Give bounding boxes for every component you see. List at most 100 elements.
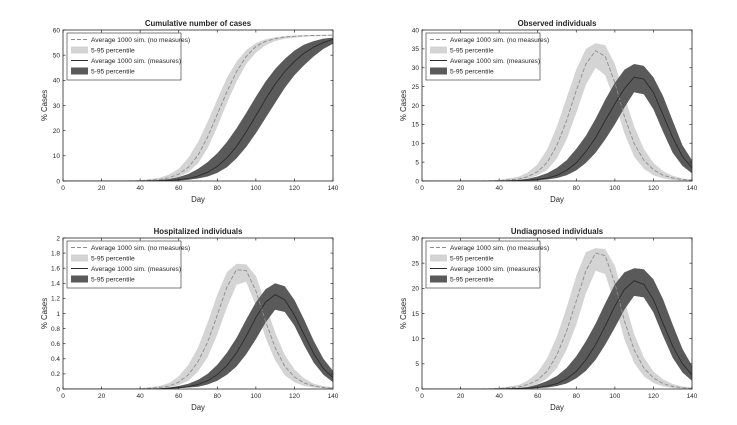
y-tick-label: 0: [56, 386, 60, 393]
x-tick-label: 120: [648, 393, 659, 400]
legend-label: 5-95 percentile: [450, 276, 494, 283]
x-tick-label: 0: [61, 185, 65, 192]
y-tick-label: 0.6: [51, 341, 60, 348]
x-tick-label: 20: [98, 393, 106, 400]
x-axis-label: Day: [550, 403, 564, 412]
line-average-measures: [63, 294, 333, 389]
legend-swatch-measures-band: [71, 67, 88, 75]
legend: Average 1000 sim. (no measures) 5-95 perc…: [66, 240, 190, 289]
x-tick-label: 20: [457, 185, 465, 192]
y-tick-label: 60: [53, 27, 61, 34]
x-tick-label: 20: [457, 393, 465, 400]
legend-label: 5-95 percentile: [91, 47, 135, 54]
y-tick-label: 0.8: [51, 326, 60, 333]
legend-label: Average 1000 sim. (no measures): [450, 37, 549, 44]
legend-box: [66, 240, 182, 289]
x-tick-label: 80: [573, 393, 581, 400]
legend: Average 1000 sim. (no measures) 5-95 perc…: [425, 240, 549, 289]
x-tick-label: 0: [420, 185, 424, 192]
line-average-measures: [422, 280, 692, 389]
chart-title: Undiagnosed individuals: [511, 227, 604, 236]
chart-panel-3: 0 20 40 60 80 100 120 140 0 0.2 0.4 0.6 0.8 1 1.2 1.4 1.…: [40, 227, 339, 412]
y-tick-label: 0.4: [51, 356, 60, 363]
line-average-measures: [63, 38, 333, 181]
legend-swatch-no-measures-band: [71, 46, 88, 54]
x-tick-label: 40: [137, 185, 145, 192]
band-no-measures: [422, 43, 692, 181]
legend-label: Average 1000 sim. (measures): [450, 58, 540, 65]
x-tick-label: 140: [687, 185, 698, 192]
x-axis-label: Day: [550, 195, 564, 204]
y-tick-label: 25: [412, 260, 420, 267]
legend-swatch-no-measures-band: [430, 46, 447, 54]
legend-swatch-no-measures-band: [430, 254, 447, 262]
y-tick-label: 25: [412, 84, 420, 91]
y-tick-label: 0: [415, 178, 419, 185]
x-tick-label: 120: [289, 393, 300, 400]
legend-swatch-measures-band: [71, 275, 88, 283]
x-tick-label: 60: [534, 185, 542, 192]
legend-label: Average 1000 sim. (measures): [450, 266, 540, 273]
legend: Average 1000 sim. (no measures) 5-95 perc…: [425, 32, 549, 81]
x-tick-label: 40: [496, 393, 504, 400]
y-tick-label: 30: [412, 65, 420, 72]
legend-label: 5-95 percentile: [91, 255, 135, 262]
y-tick-label: 40: [412, 27, 420, 34]
legend-swatch-no-measures-band: [71, 254, 88, 262]
band-measures: [422, 64, 692, 181]
x-tick-label: 120: [648, 185, 659, 192]
y-tick-label: 20: [53, 128, 61, 135]
y-axis-label: % Cases: [40, 298, 49, 329]
x-tick-label: 80: [573, 185, 581, 192]
x-tick-label: 60: [175, 185, 183, 192]
legend-label: Average 1000 sim. (measures): [91, 266, 181, 273]
x-tick-label: 100: [609, 185, 620, 192]
y-tick-label: 0: [415, 386, 419, 393]
legend-label: Average 1000 sim. (no measures): [91, 37, 190, 44]
legend-label: Average 1000 sim. (no measures): [91, 245, 190, 252]
y-tick-label: 10: [412, 336, 420, 343]
x-tick-label: 0: [61, 393, 65, 400]
x-tick-label: 100: [250, 185, 261, 192]
chart-panel-4: 0 20 40 60 80 100 120 140 0 5 10 15 20 25 30 Undiagnose…: [399, 227, 698, 412]
x-axis-label: Day: [191, 403, 205, 412]
x-tick-label: 20: [98, 185, 106, 192]
y-tick-label: 15: [412, 122, 420, 129]
y-axis-label: % Cases: [399, 298, 408, 329]
band-measures: [422, 268, 692, 389]
legend-label: 5-95 percentile: [450, 47, 494, 54]
y-tick-label: 0.2: [51, 371, 60, 378]
x-tick-label: 0: [420, 393, 424, 400]
band-no-measures: [63, 263, 333, 389]
data-layer: [422, 248, 692, 389]
x-tick-label: 140: [328, 393, 339, 400]
legend: Average 1000 sim. (no measures) 5-95 perc…: [66, 32, 190, 81]
x-tick-label: 80: [214, 185, 222, 192]
legend-label: 5-95 percentile: [91, 68, 135, 75]
y-tick-label: 30: [412, 235, 420, 242]
x-tick-label: 60: [534, 393, 542, 400]
y-tick-label: 5: [415, 159, 419, 166]
x-tick-label: 80: [214, 393, 222, 400]
x-tick-label: 40: [137, 393, 145, 400]
line-average-no-measures: [63, 269, 333, 389]
chart-title: Hospitalized individuals: [154, 227, 243, 236]
y-axis-label: % Cases: [399, 90, 408, 121]
y-tick-label: 10: [412, 141, 420, 148]
x-tick-label: 140: [687, 393, 698, 400]
y-tick-label: 1.2: [51, 296, 60, 303]
y-tick-label: 1.8: [51, 250, 60, 257]
legend-swatch-measures-band: [430, 67, 447, 75]
legend-label: Average 1000 sim. (no measures): [450, 245, 549, 252]
band-no-measures: [422, 248, 692, 389]
y-tick-label: 0: [56, 178, 60, 185]
legend-label: 5-95 percentile: [450, 68, 494, 75]
band-no-measures: [63, 35, 333, 181]
y-tick-label: 15: [412, 311, 420, 318]
x-tick-label: 140: [328, 185, 339, 192]
chart-panel-1: 0 20 40 60 80 100 120 140 0 10 20 30 40 50 60 Cumulativ…: [40, 19, 339, 204]
legend-label: 5-95 percentile: [91, 276, 135, 283]
chart-title: Cumulative number of cases: [145, 19, 252, 28]
y-tick-label: 35: [412, 46, 420, 53]
